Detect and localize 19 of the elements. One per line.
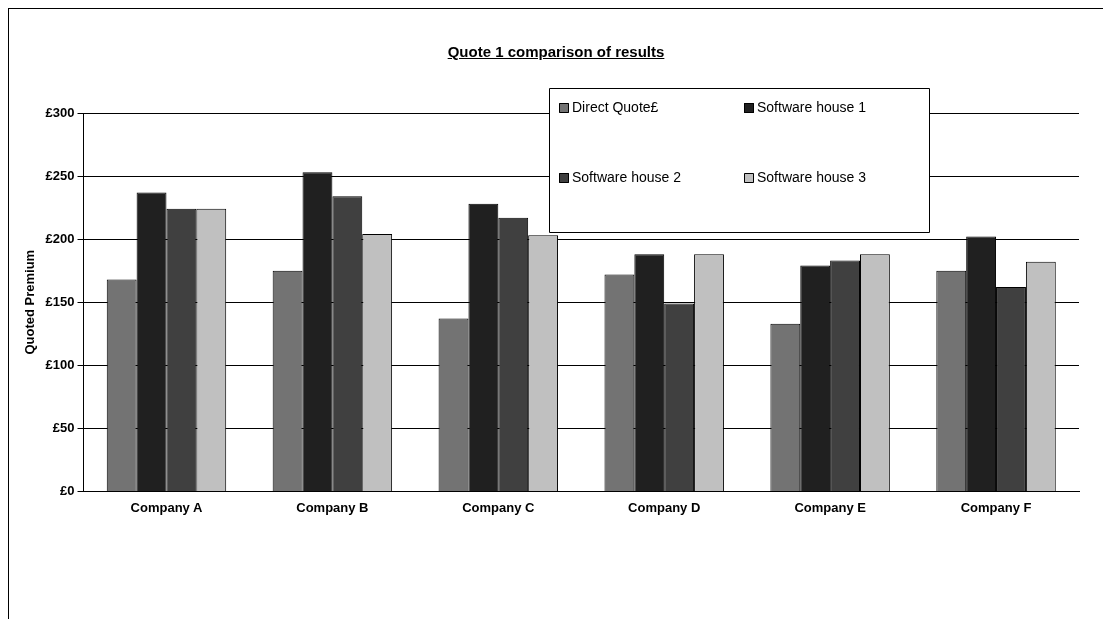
- x-tick-label: Company A: [130, 499, 203, 515]
- y-tick-label: £0: [60, 482, 75, 498]
- y-tick-label: £100: [45, 356, 75, 372]
- y-tick-label: £200: [45, 230, 75, 246]
- x-tick-label: Company B: [296, 499, 369, 515]
- legend-label: Software house 3: [757, 168, 867, 185]
- y-tick-label: £150: [45, 293, 75, 309]
- x-tick-label: Company F: [960, 499, 1032, 515]
- legend-label: Software house 1: [757, 98, 867, 115]
- y-axis-title: Quoted Premium: [22, 249, 38, 355]
- x-tick-label: Company D: [628, 499, 701, 515]
- y-tick-label: £300: [45, 104, 75, 120]
- chart-title: Quote 1 comparison of results: [446, 43, 666, 60]
- y-tick-label: £50: [52, 419, 75, 435]
- y-tick-label: £250: [45, 167, 75, 183]
- x-tick-label: Company E: [794, 499, 867, 515]
- legend-label: Direct Quote£: [572, 98, 659, 115]
- x-tick-label: Company C: [462, 499, 536, 515]
- legend-label: Software house 2: [572, 168, 682, 185]
